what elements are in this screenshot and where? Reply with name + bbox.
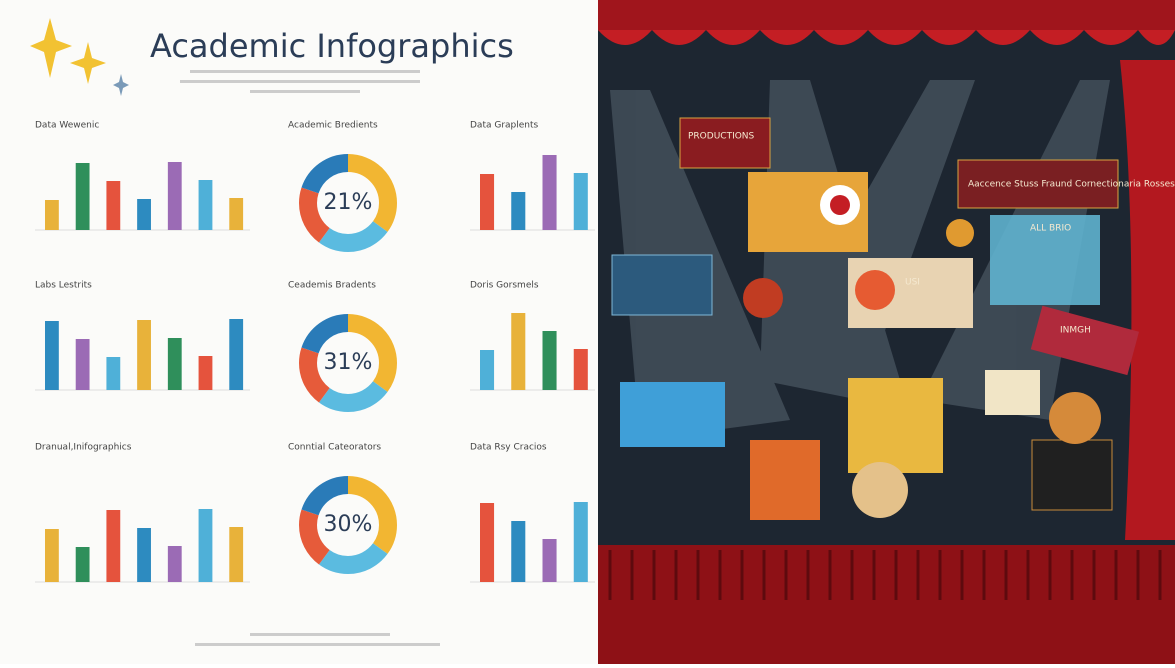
stage-sign: USI bbox=[905, 278, 920, 288]
stars bbox=[30, 18, 129, 96]
donut-segment bbox=[299, 154, 397, 252]
donut-segment bbox=[299, 314, 397, 412]
bar-decoration bbox=[198, 509, 213, 582]
bar-decoration bbox=[573, 349, 588, 390]
donut-segment bbox=[299, 476, 397, 574]
bar-decoration bbox=[75, 547, 90, 582]
bar-decoration bbox=[542, 331, 557, 390]
panel-title: Academic Bredients bbox=[288, 121, 378, 131]
panel-title: Doris Gorsmels bbox=[470, 281, 539, 291]
bar-decoration bbox=[480, 174, 495, 230]
bar-decoration bbox=[511, 521, 526, 582]
bar-decoration bbox=[542, 539, 557, 582]
bar-decoration bbox=[106, 181, 121, 230]
panel-title: Dranual,Inifographics bbox=[35, 443, 132, 453]
stage-floor bbox=[598, 545, 1175, 664]
panel-title: Ceademis Bradents bbox=[288, 281, 376, 291]
donut-segment bbox=[299, 476, 397, 574]
donut-label: 30% bbox=[324, 512, 373, 537]
bar-decoration bbox=[542, 155, 557, 230]
bar-decoration bbox=[198, 180, 213, 230]
mini-charts: Data Wewenic Academic Bredients 21% Data Gr… bbox=[35, 121, 595, 583]
bar-decoration bbox=[198, 356, 213, 390]
donut-segment bbox=[299, 314, 397, 412]
donut-label: 21% bbox=[324, 190, 373, 215]
bar-decoration bbox=[229, 198, 244, 230]
bar-decoration bbox=[137, 320, 151, 390]
floor-folds bbox=[608, 550, 1162, 600]
bar-decoration bbox=[229, 527, 244, 582]
posters bbox=[611, 117, 1139, 520]
donut-segment bbox=[299, 154, 397, 252]
donut-label: 31% bbox=[324, 350, 373, 375]
bar-decoration bbox=[45, 321, 59, 390]
bar-decoration bbox=[511, 313, 526, 390]
infographic-bg bbox=[0, 0, 598, 664]
panel-title: Data Wewenic bbox=[35, 121, 99, 131]
main-title: Academic Infographics bbox=[150, 27, 514, 65]
side-curtain bbox=[1120, 60, 1175, 540]
bar-decoration bbox=[480, 503, 495, 582]
stage-sign: INMGH bbox=[1060, 326, 1091, 336]
bar-decoration bbox=[573, 502, 588, 582]
subtitle-lines bbox=[180, 70, 440, 646]
bar-decoration bbox=[229, 319, 244, 390]
bar-decoration bbox=[511, 192, 526, 230]
bar-decoration bbox=[167, 338, 182, 390]
panel-title: Conntial Cateorators bbox=[288, 443, 381, 453]
bar-decoration bbox=[167, 162, 182, 230]
panel-title: Data Rsy Cracios bbox=[470, 443, 547, 453]
bar-decoration bbox=[75, 163, 90, 230]
bar-decoration bbox=[480, 350, 495, 390]
stage-sign: ALL BRIO bbox=[1030, 224, 1071, 234]
bar-decoration bbox=[45, 529, 59, 582]
stage-signs: PRODUCTIONS Aaccence Stuss Fraund Cornect… bbox=[688, 132, 1175, 336]
top-curtain bbox=[598, 0, 1175, 45]
stage-sign: Aaccence Stuss Fraund Cornectionaria Ros… bbox=[968, 180, 1175, 190]
bar-decoration bbox=[106, 357, 121, 390]
bar-decoration bbox=[137, 528, 151, 582]
panel-title: Labs Lestrits bbox=[35, 281, 92, 291]
bar-decoration bbox=[137, 199, 151, 230]
donut-segment bbox=[299, 476, 397, 574]
stage-sign: PRODUCTIONS bbox=[688, 132, 755, 142]
bar-decoration bbox=[573, 173, 588, 230]
donut-segment bbox=[299, 314, 397, 412]
bar-decoration bbox=[75, 339, 90, 390]
bar-decoration bbox=[167, 546, 182, 582]
bar-decoration bbox=[45, 200, 59, 230]
donut-segment bbox=[299, 154, 397, 252]
panel-title: Data Graplents bbox=[470, 121, 539, 131]
bar-decoration bbox=[106, 510, 121, 582]
